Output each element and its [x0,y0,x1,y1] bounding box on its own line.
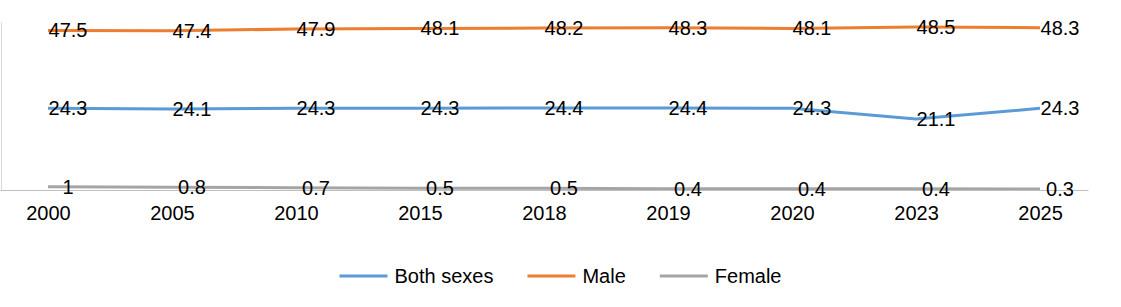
legend-label: Male [582,265,625,287]
data-label: 24.3 [793,97,832,119]
legend-swatch [527,275,575,278]
x-tick-label: 2015 [398,202,443,224]
data-label: 24.3 [49,97,88,119]
data-label: 47.5 [49,19,88,41]
data-label: 48.1 [793,17,832,39]
data-label: 0.5 [426,177,454,199]
data-label: 48.1 [421,17,460,39]
x-tick: 2019 [646,202,691,224]
data-label: 48.3 [1041,17,1080,39]
data-label: 0.4 [674,178,702,200]
x-tick-label: 2023 [894,202,939,224]
x-tick-label: 2018 [522,202,567,224]
data-label: 1 [62,176,73,198]
x-tick-label: 2020 [770,202,815,224]
x-tick: 2005 [150,202,195,224]
x-tick: 2010 [274,202,319,224]
legend-swatch [339,275,387,278]
data-label: 47.9 [297,18,336,40]
data-label: 0.7 [302,177,330,199]
data-label: 0.4 [798,178,826,200]
x-tick: 2025 [1018,202,1063,224]
data-label: 24.3 [421,97,460,119]
x-tick-label: 2000 [26,202,71,224]
data-label: 24.1 [173,98,212,120]
legend-item: Both sexes [339,265,493,287]
x-tick: 2000 [26,202,71,224]
x-tick-label: 2025 [1018,202,1063,224]
legend-swatch [660,275,708,278]
legend-label: Both sexes [394,265,493,287]
x-tick: 2018 [522,202,567,224]
data-label: 24.4 [545,97,584,119]
data-label: 24.4 [669,97,708,119]
legend: Both sexes Male Female [339,265,781,287]
data-label: 0.5 [550,177,578,199]
x-tick-label: 2019 [646,202,691,224]
legend-label: Female [715,265,782,287]
data-label: 0.3 [1046,178,1074,200]
x-tick: 2015 [398,202,443,224]
data-label: 48.3 [669,17,708,39]
legend-item: Female [660,265,782,287]
data-label: 21.1 [917,108,956,130]
plot-area [48,27,1040,189]
chart: 20002005201020152018201920202023202524.3… [0,0,1121,307]
x-tick: 2023 [894,202,939,224]
x-tick: 2020 [770,202,815,224]
x-tick-label: 2010 [274,202,319,224]
data-label: 0.8 [178,176,206,198]
data-label: 24.3 [1041,97,1080,119]
data-label: 47.4 [173,20,212,42]
data-label: 48.2 [545,17,584,39]
y-axis-line [1,23,2,191]
legend-item: Male [527,265,625,287]
data-label: 48.5 [917,16,956,38]
data-label: 24.3 [297,97,336,119]
data-labels: 24.3 24.1 24.3 24.3 24.4 24.4 24.3 21.1 24.3 47.5… [49,16,1080,200]
data-label: 0.4 [922,178,950,200]
x-tick-label: 2005 [150,202,195,224]
y-axis [1,23,2,191]
